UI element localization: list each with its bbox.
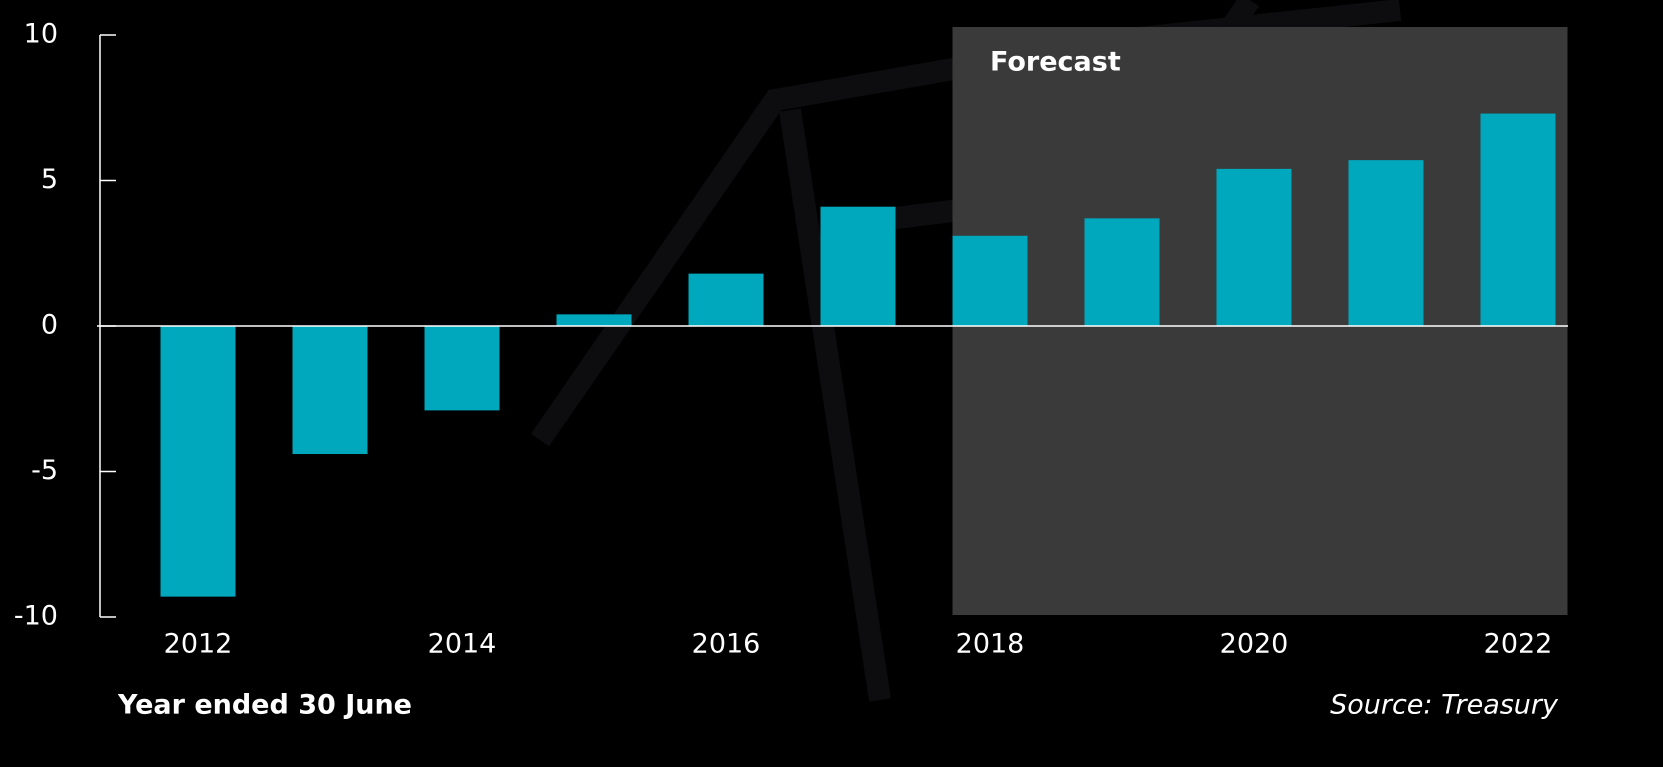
bar xyxy=(688,273,764,326)
bar xyxy=(820,206,896,326)
bar xyxy=(1480,113,1556,326)
bar xyxy=(1084,218,1160,326)
x-tick-label: 2012 xyxy=(164,629,233,660)
x-tick-label: 2018 xyxy=(956,629,1025,660)
y-tick-label: 10 xyxy=(24,19,58,50)
x-tick-label: 2014 xyxy=(428,629,497,660)
x-tick-label: 2020 xyxy=(1220,629,1289,660)
x-axis-label: Year ended 30 June xyxy=(117,690,412,721)
y-tick-label: 5 xyxy=(41,164,58,195)
bar xyxy=(1348,160,1424,326)
bar xyxy=(292,326,368,455)
bar xyxy=(160,326,236,597)
source-note: Source: Treasury xyxy=(1330,690,1559,721)
bar xyxy=(424,326,500,411)
y-tick-label: -5 xyxy=(31,455,58,486)
bar xyxy=(556,314,632,326)
x-tick-label: 2022 xyxy=(1484,629,1553,660)
y-tick-label: -10 xyxy=(14,601,58,632)
y-tick-label: 0 xyxy=(41,310,58,341)
bar xyxy=(1216,168,1292,326)
forecast-label: Forecast xyxy=(990,47,1121,78)
bar xyxy=(952,235,1028,326)
x-tick-label: 2016 xyxy=(692,629,761,660)
